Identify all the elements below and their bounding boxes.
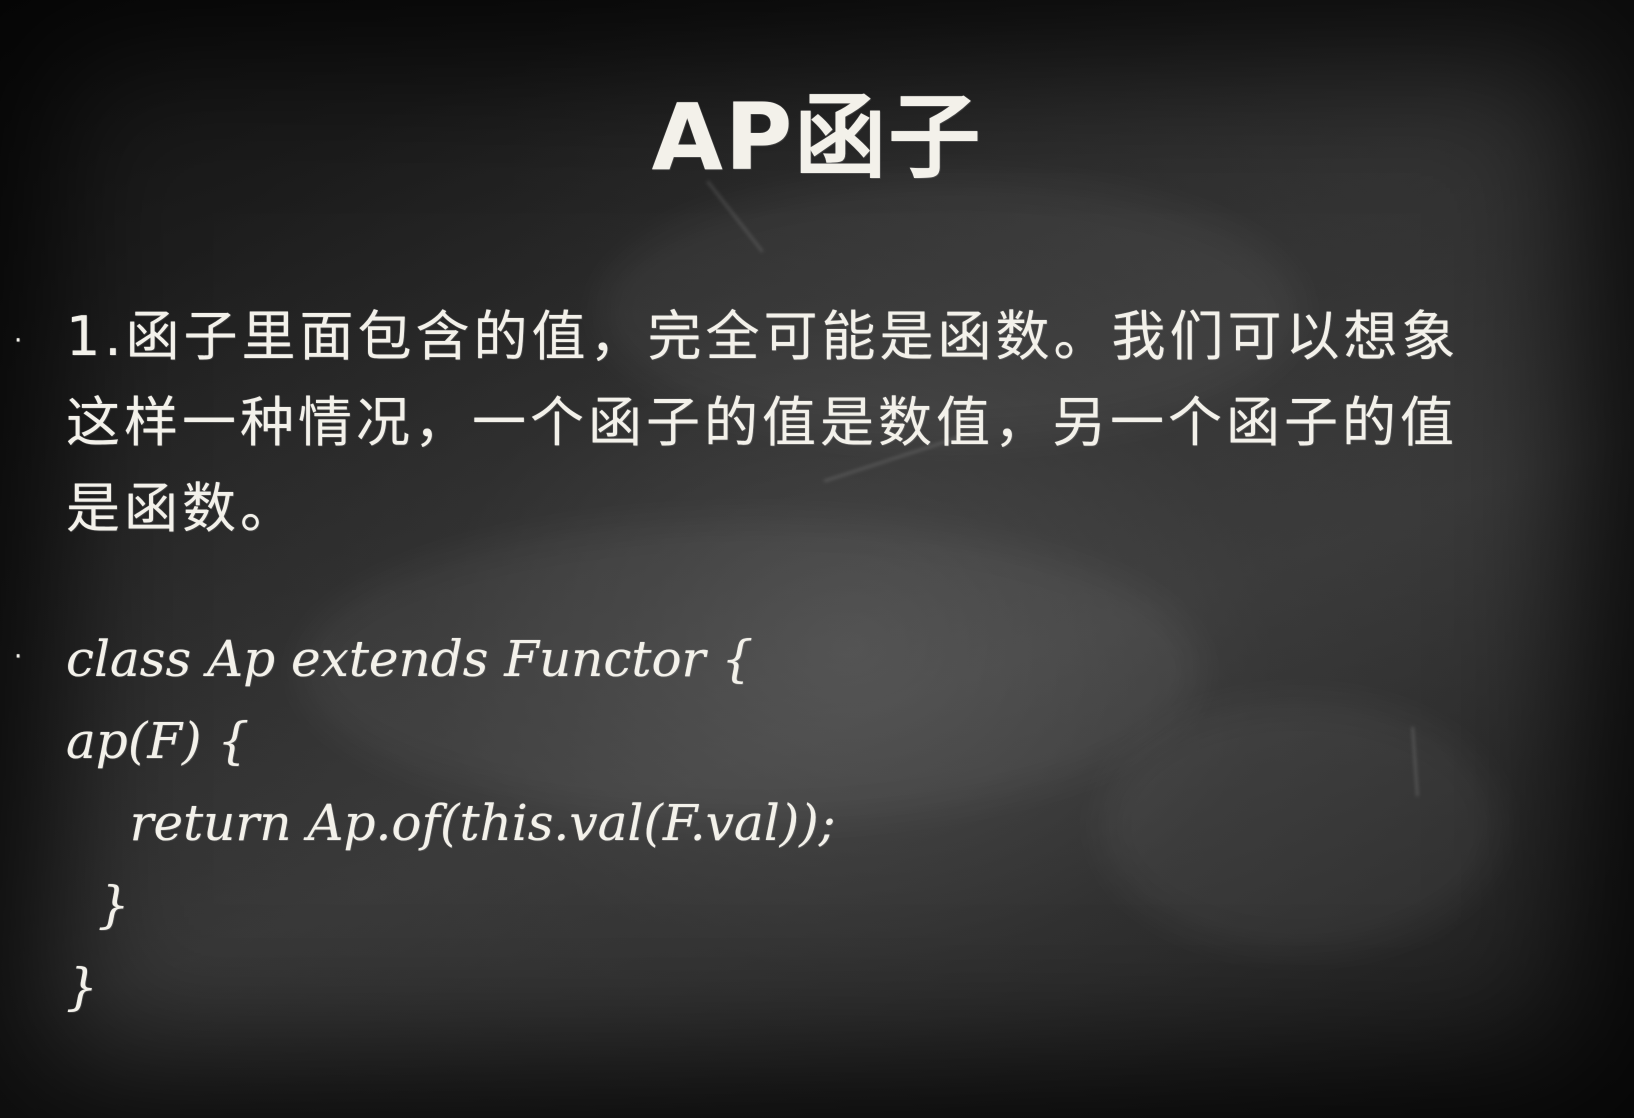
paragraph-line-2: 这样一种情况，一个函子的值是数值，另一个函子的值 — [66, 380, 1566, 466]
code-line-5: } — [66, 946, 98, 1028]
paragraph-line-1: 1.函子里面包含的值，完全可能是函数。我们可以想象 — [66, 294, 1566, 380]
code-line-3: return Ap.of(this.val(F.val)); — [66, 782, 836, 864]
code-line-4: } — [66, 864, 130, 946]
slide-title: AP函子 — [0, 78, 1634, 198]
code-line-1: class Ap extends Functor { — [66, 618, 753, 700]
bullet-1: · — [14, 328, 22, 354]
code-line-2: ap(F) { — [66, 700, 249, 782]
paragraph-line-3: 是函数。 — [66, 466, 1566, 552]
chalk-smudge — [1100, 700, 1500, 950]
bullet-2: · — [14, 644, 22, 670]
